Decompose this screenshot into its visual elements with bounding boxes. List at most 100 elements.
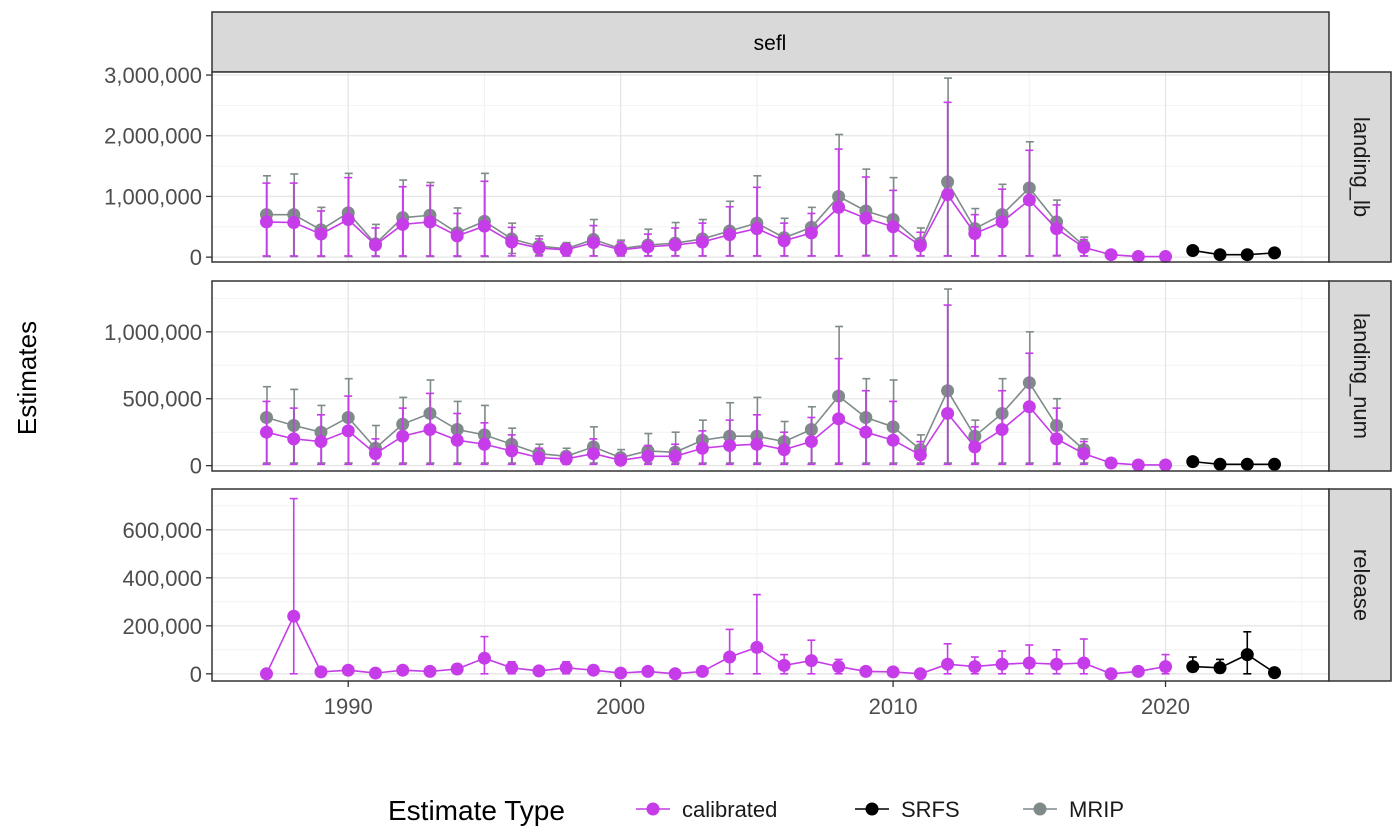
series-line — [1192, 653, 1275, 674]
legend-item-MRIP: MRIP — [1023, 797, 1124, 822]
data-point — [1240, 648, 1254, 662]
y-tick-label: 500,000 — [122, 387, 202, 412]
data-point — [1104, 667, 1118, 681]
x-tick-label: 2020 — [1141, 694, 1190, 719]
data-point — [1022, 400, 1036, 414]
legend-key-point — [646, 802, 660, 816]
data-point — [1268, 457, 1282, 471]
data-point — [532, 664, 546, 678]
data-point — [723, 439, 737, 453]
data-point — [1022, 193, 1036, 207]
data-point — [287, 216, 301, 230]
data-point — [723, 228, 737, 242]
legend-key-point — [1033, 802, 1047, 816]
data-point — [505, 235, 519, 249]
data-point — [1268, 246, 1282, 260]
panel-release: 0 200,000 400,000 600,000 release — [122, 488, 1392, 687]
data-point — [314, 665, 328, 679]
data-point — [1050, 222, 1064, 236]
data-point — [423, 423, 437, 437]
data-point — [1131, 250, 1145, 264]
data-point — [1077, 240, 1091, 254]
facet-strip-label: release — [1349, 549, 1374, 621]
data-point — [777, 658, 791, 672]
data-point — [477, 219, 491, 233]
data-point — [450, 433, 464, 447]
data-point — [750, 437, 764, 451]
y-axis-title: Estimates — [12, 321, 42, 435]
data-point — [423, 664, 437, 678]
data-point — [886, 433, 900, 447]
data-point — [1240, 457, 1254, 471]
legend-label: calibrated — [682, 797, 777, 822]
data-point — [723, 650, 737, 664]
data-point — [859, 664, 873, 678]
data-point — [586, 236, 600, 250]
series-line — [266, 193, 1166, 258]
data-point — [559, 243, 573, 257]
data-point — [804, 435, 818, 449]
legend-key-point — [865, 802, 879, 816]
panel-background — [212, 72, 1329, 262]
data-point — [396, 663, 410, 677]
data-point — [477, 651, 491, 665]
series-calibrated — [259, 101, 1173, 264]
x-tick-label: 1990 — [324, 694, 373, 719]
data-point — [341, 213, 355, 227]
data-point — [368, 666, 382, 680]
data-point — [614, 453, 628, 467]
data-point — [1050, 432, 1064, 446]
y-tick-label: 1,000,000 — [104, 184, 202, 209]
data-point — [968, 440, 982, 454]
y-tick-label: 0 — [190, 454, 202, 479]
data-point — [804, 226, 818, 240]
y-tick-label: 1,000,000 — [104, 320, 202, 345]
data-point — [287, 609, 301, 623]
legend-label: SRFS — [901, 797, 960, 822]
data-point — [532, 451, 546, 465]
data-point — [832, 660, 846, 674]
data-point — [1186, 660, 1200, 674]
data-point — [995, 657, 1009, 671]
panels-layer: 0 1,000,000 2,000,000 3,000,000 landing_lb 0 5… — [104, 63, 1392, 687]
data-point — [968, 660, 982, 674]
facet-strip-right — [1328, 280, 1392, 472]
data-point — [341, 424, 355, 438]
data-point — [423, 215, 437, 229]
data-point — [1186, 455, 1200, 469]
y-tick-label: 2,000,000 — [104, 124, 202, 149]
data-point — [1131, 664, 1145, 678]
data-point — [368, 447, 382, 461]
facet-strip-label: landing_lb — [1349, 117, 1374, 217]
data-point — [614, 243, 628, 257]
data-point — [668, 238, 682, 252]
data-point — [641, 240, 655, 254]
data-point — [314, 227, 328, 241]
data-point — [559, 452, 573, 466]
series-SRFS — [1186, 630, 1282, 680]
data-point — [259, 425, 273, 439]
data-point — [396, 217, 410, 231]
facet-strip-right — [1328, 488, 1392, 682]
y-tick-label: 200,000 — [122, 614, 202, 639]
data-point — [886, 220, 900, 234]
data-point — [668, 449, 682, 463]
y-tick-label: 0 — [190, 662, 202, 687]
facet-strip-label: sefl — [754, 32, 787, 55]
data-point — [477, 437, 491, 451]
data-point — [913, 667, 927, 681]
data-point — [1159, 660, 1173, 674]
data-point — [586, 447, 600, 461]
series-calibrated — [259, 497, 1173, 681]
data-point — [941, 657, 955, 671]
x-tick-label: 2000 — [596, 694, 645, 719]
data-point — [695, 441, 709, 455]
data-point — [641, 664, 655, 678]
data-point — [1186, 243, 1200, 257]
data-point — [532, 241, 546, 255]
data-point — [886, 665, 900, 679]
data-point — [1050, 657, 1064, 671]
y-tick-label: 400,000 — [122, 566, 202, 591]
data-point — [1159, 250, 1173, 264]
legend-title: Estimate Type — [388, 795, 565, 826]
